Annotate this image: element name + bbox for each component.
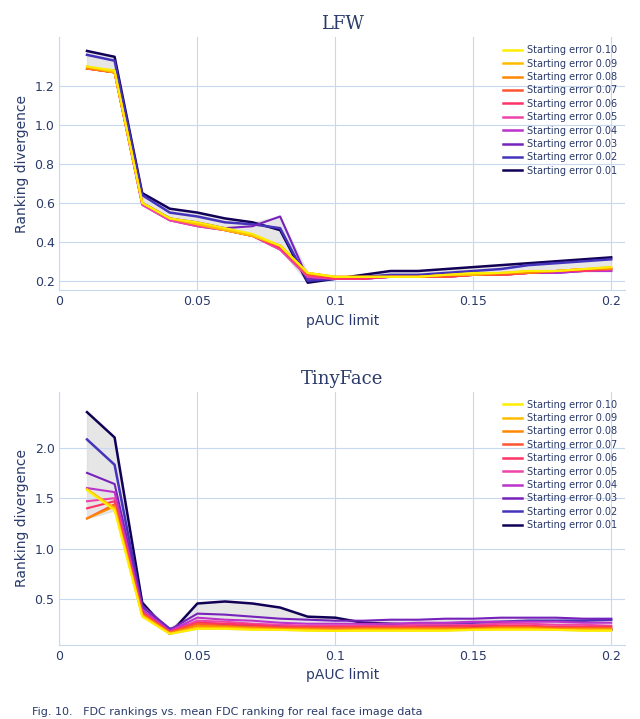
Y-axis label: Ranking divergence: Ranking divergence <box>15 95 29 233</box>
Legend: Starting error 0.10, Starting error 0.09, Starting error 0.08, Starting error 0.: Starting error 0.10, Starting error 0.09… <box>500 397 620 533</box>
X-axis label: pAUC limit: pAUC limit <box>305 314 379 328</box>
Title: TinyFace: TinyFace <box>301 370 383 388</box>
Y-axis label: Ranking divergence: Ranking divergence <box>15 449 29 587</box>
Title: LFW: LFW <box>321 15 364 33</box>
X-axis label: pAUC limit: pAUC limit <box>305 669 379 682</box>
Legend: Starting error 0.10, Starting error 0.09, Starting error 0.08, Starting error 0.: Starting error 0.10, Starting error 0.09… <box>500 42 620 178</box>
Text: Fig. 10.   FDC rankings vs. mean FDC ranking for real face image data: Fig. 10. FDC rankings vs. mean FDC ranki… <box>32 707 422 718</box>
